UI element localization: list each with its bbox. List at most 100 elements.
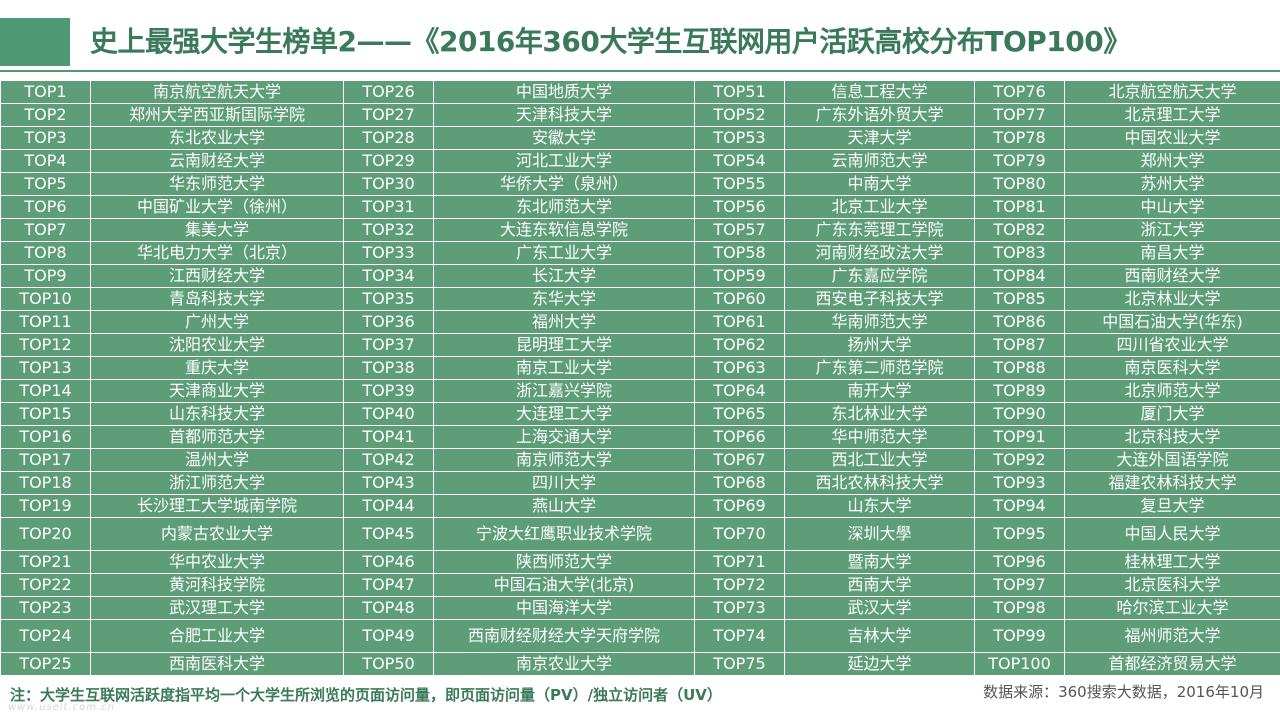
rank-cell: TOP90 [974,402,1065,426]
university-cell: 武汉大学 [784,596,975,620]
university-cell: 西安电子科技大学 [784,287,975,311]
university-cell: 华南师范大学 [784,310,975,334]
rank-cell: TOP11 [0,310,91,334]
university-cell: 江西财经大学 [90,264,344,288]
university-cell: 天津科技大学 [433,103,695,127]
table-row: TOP19 长沙理工大学城南学院 TOP44 燕山大学 TOP69 山东大学 TOP94 复旦… [0,494,1280,518]
rank-cell: TOP20 [0,517,91,551]
rank-cell: TOP54 [694,149,785,173]
table-row: TOP21 华中农业大学 TOP46 陕西师范大学 TOP71 暨南大学 TOP96 桂林理工… [0,550,1280,574]
university-cell: 云南师范大学 [784,149,975,173]
university-cell: 沈阳农业大学 [90,333,344,357]
university-cell: 浙江大学 [1064,218,1280,242]
university-cell: 首都师范大学 [90,425,344,449]
university-cell: 云南财经大学 [90,149,344,173]
table-row: TOP7 集美大学 TOP32 大连东软信息学院 TOP57 广东东莞理工学院 TOP82 浙… [0,218,1280,242]
university-cell: 西北工业大学 [784,448,975,472]
rank-cell: TOP19 [0,494,91,518]
university-cell: 广东嘉应学院 [784,264,975,288]
rank-cell: TOP1 [0,80,91,104]
rank-cell: TOP69 [694,494,785,518]
rank-cell: TOP97 [974,573,1065,597]
footnote: 注：大学生互联网活跃度指平均一个大学生所浏览的页面访问量，即页面访问量（PV）/… [10,686,722,704]
rank-cell: TOP65 [694,402,785,426]
university-cell: 天津商业大学 [90,379,344,403]
university-cell: 北京师范大学 [1064,379,1280,403]
table-row: TOP6 中国矿业大学（徐州） TOP31 东北师范大学 TOP56 北京工业大学 TOP8… [0,195,1280,219]
rank-cell: TOP49 [343,619,434,653]
rank-cell: TOP37 [343,333,434,357]
table-row: TOP18 浙江师范大学 TOP43 四川大学 TOP68 西北农林科技大学 TOP93 福建… [0,471,1280,495]
university-cell: 东华大学 [433,287,695,311]
university-cell: 南开大学 [784,379,975,403]
rank-cell: TOP62 [694,333,785,357]
rank-cell: TOP82 [974,218,1065,242]
university-cell: 昆明理工大学 [433,333,695,357]
rank-cell: TOP98 [974,596,1065,620]
rank-cell: TOP63 [694,356,785,380]
university-cell: 大连外国语学院 [1064,448,1280,472]
university-cell: 暨南大学 [784,550,975,574]
university-cell: 中国石油大学(北京) [433,573,695,597]
rank-cell: TOP51 [694,80,785,104]
table-row: TOP15 山东科技大学 TOP40 大连理工大学 TOP65 东北林业大学 TOP90 厦门… [0,402,1280,426]
table-row: TOP2 郑州大学西亚斯国际学院 TOP27 天津科技大学 TOP52 广东外语外贸大学 T… [0,103,1280,127]
table-row: TOP12 沈阳农业大学 TOP37 昆明理工大学 TOP62 扬州大学 TOP87 四川省农… [0,333,1280,357]
university-cell: 浙江师范大学 [90,471,344,495]
table-row: TOP23 武汉理工大学 TOP48 中国海洋大学 TOP73 武汉大学 TOP98 哈尔滨工… [0,596,1280,620]
rank-cell: TOP18 [0,471,91,495]
rank-cell: TOP24 [0,619,91,653]
university-cell: 上海交通大学 [433,425,695,449]
rank-cell: TOP71 [694,550,785,574]
rank-cell: TOP48 [343,596,434,620]
rank-cell: TOP61 [694,310,785,334]
rank-cell: TOP41 [343,425,434,449]
table-row: TOP17 温州大学 TOP42 南京师范大学 TOP67 西北工业大学 TOP92 大连外国… [0,448,1280,472]
university-cell: 延边大学 [784,652,975,676]
rank-cell: TOP31 [343,195,434,219]
rank-cell: TOP81 [974,195,1065,219]
university-cell: 重庆大学 [90,356,344,380]
university-cell: 郑州大学 [1064,149,1280,173]
university-cell: 大连理工大学 [433,402,695,426]
university-cell: 南京医科大学 [1064,356,1280,380]
rank-cell: TOP42 [343,448,434,472]
rank-cell: TOP40 [343,402,434,426]
university-cell: 华中师范大学 [784,425,975,449]
rank-cell: TOP25 [0,652,91,676]
rank-cell: TOP28 [343,126,434,150]
university-cell: 宁波大红鹰职业技术学院 [433,517,695,551]
university-cell: 南京农业大学 [433,652,695,676]
rank-cell: TOP55 [694,172,785,196]
university-cell: 中国石油大学(华东) [1064,310,1280,334]
university-cell: 北京医科大学 [1064,573,1280,597]
rank-cell: TOP92 [974,448,1065,472]
table-row: TOP24 合肥工业大学 TOP49 西南财经财经大学天府学院 TOP74 吉林大学 TOP… [0,619,1280,653]
rank-cell: TOP12 [0,333,91,357]
university-cell: 华东师范大学 [90,172,344,196]
university-cell: 福建农林科技大学 [1064,471,1280,495]
university-cell: 山东科技大学 [90,402,344,426]
rank-cell: TOP84 [974,264,1065,288]
rank-cell: TOP70 [694,517,785,551]
rank-cell: TOP68 [694,471,785,495]
rank-cell: TOP52 [694,103,785,127]
university-cell: 长沙理工大学城南学院 [90,494,344,518]
university-cell: 首都经济贸易大学 [1064,652,1280,676]
table-row: TOP1 南京航空航天大学 TOP26 中国地质大学 TOP51 信息工程大学 TOP76 北… [0,80,1280,104]
rank-cell: TOP8 [0,241,91,265]
university-cell: 中国矿业大学（徐州） [90,195,344,219]
table-row: TOP4 云南财经大学 TOP29 河北工业大学 TOP54 云南师范大学 TOP79 郑州大… [0,149,1280,173]
table-row: TOP20 内蒙古农业大学 TOP45 宁波大红鹰职业技术学院 TOP70 深圳大學 TOP… [0,517,1280,551]
rank-cell: TOP87 [974,333,1065,357]
rank-cell: TOP7 [0,218,91,242]
university-cell: 中南大学 [784,172,975,196]
university-cell: 北京林业大学 [1064,287,1280,311]
rank-cell: TOP89 [974,379,1065,403]
university-cell: 河北工业大学 [433,149,695,173]
university-cell: 南京工业大学 [433,356,695,380]
university-cell: 苏州大学 [1064,172,1280,196]
rank-cell: TOP75 [694,652,785,676]
university-cell: 深圳大學 [784,517,975,551]
rank-cell: TOP95 [974,517,1065,551]
